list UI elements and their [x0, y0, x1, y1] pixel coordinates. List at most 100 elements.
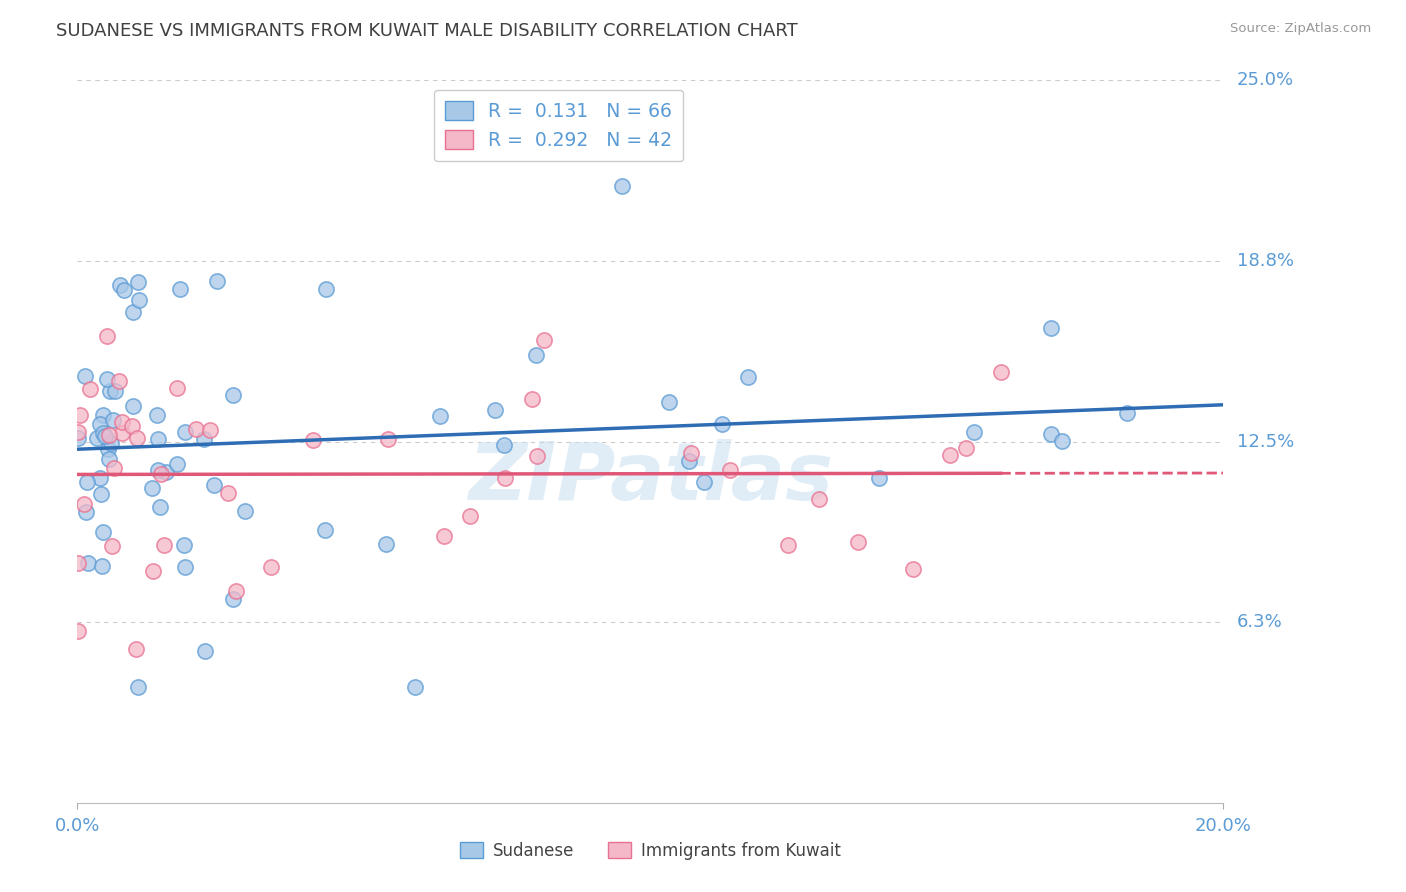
Point — [484, 403, 506, 417]
Point — [98, 428, 121, 442]
Point — [901, 562, 924, 576]
Point — [217, 486, 239, 500]
Point — [111, 425, 134, 440]
Point — [1116, 406, 1139, 420]
Point — [186, 421, 208, 435]
Point — [955, 441, 977, 455]
Point — [377, 432, 399, 446]
Point — [173, 559, 195, 574]
Point — [150, 467, 173, 481]
Text: 6.3%: 6.3% — [1237, 613, 1282, 632]
Point — [91, 558, 114, 573]
Point — [1040, 321, 1063, 335]
Point — [108, 277, 131, 292]
Point — [169, 282, 191, 296]
Point — [96, 329, 118, 343]
Point — [375, 537, 398, 551]
Point — [75, 505, 97, 519]
Point — [101, 413, 124, 427]
Point — [97, 442, 120, 457]
Point — [125, 431, 148, 445]
Point — [155, 465, 177, 479]
Point — [198, 423, 221, 437]
Point — [522, 392, 544, 406]
Point — [610, 179, 633, 194]
Point — [193, 432, 215, 446]
Point — [149, 500, 172, 514]
Point — [122, 305, 145, 319]
Point — [848, 535, 870, 549]
Point — [79, 382, 101, 396]
Point — [152, 538, 174, 552]
Point — [222, 591, 245, 606]
Point — [235, 504, 257, 518]
Point — [67, 556, 90, 570]
Point — [807, 491, 830, 506]
Point — [111, 415, 134, 429]
Point — [225, 583, 247, 598]
Point — [103, 461, 125, 475]
Point — [938, 449, 960, 463]
Point — [658, 395, 681, 409]
Point — [194, 644, 217, 658]
Point — [96, 372, 118, 386]
Point — [524, 348, 547, 362]
Point — [990, 365, 1012, 379]
Point — [122, 399, 145, 413]
Point — [146, 463, 169, 477]
Point — [166, 457, 188, 471]
Point — [90, 487, 112, 501]
Point — [173, 538, 195, 552]
Text: Source: ZipAtlas.com: Source: ZipAtlas.com — [1230, 22, 1371, 36]
Point — [315, 282, 337, 296]
Point — [77, 557, 100, 571]
Point — [678, 454, 700, 468]
Point — [202, 477, 225, 491]
Point — [207, 274, 229, 288]
Point — [121, 419, 143, 434]
Point — [66, 425, 89, 439]
Point — [89, 417, 111, 431]
Point — [73, 497, 96, 511]
Point — [127, 275, 149, 289]
Point — [146, 432, 169, 446]
Point — [1050, 434, 1073, 449]
Point — [301, 433, 323, 447]
Text: 12.5%: 12.5% — [1237, 433, 1295, 450]
Point — [526, 449, 548, 463]
Point — [91, 525, 114, 540]
Point — [125, 641, 148, 656]
Point — [104, 384, 127, 398]
Point — [1039, 426, 1062, 441]
Point — [141, 481, 163, 495]
Point — [112, 283, 135, 297]
Point — [127, 680, 149, 694]
Point — [66, 624, 89, 639]
Point — [494, 438, 516, 452]
Point — [128, 293, 150, 307]
Point — [693, 475, 716, 489]
Point — [174, 425, 197, 439]
Point — [69, 408, 91, 422]
Point — [314, 523, 336, 537]
Point — [433, 529, 456, 543]
Point — [108, 374, 131, 388]
Point — [67, 431, 90, 445]
Point — [100, 435, 122, 450]
Point — [94, 429, 117, 443]
Point — [166, 381, 188, 395]
Point — [98, 384, 121, 398]
Point — [97, 452, 120, 467]
Point — [776, 538, 799, 552]
Point — [222, 388, 245, 402]
Point — [101, 539, 124, 553]
Text: 25.0%: 25.0% — [1237, 71, 1295, 89]
Point — [737, 370, 759, 384]
Y-axis label: Male Disability: Male Disability — [0, 385, 7, 498]
Point — [429, 409, 451, 423]
Point — [259, 559, 281, 574]
Point — [718, 463, 741, 477]
Point — [494, 471, 516, 485]
Point — [458, 509, 481, 524]
Text: 18.8%: 18.8% — [1237, 252, 1294, 270]
